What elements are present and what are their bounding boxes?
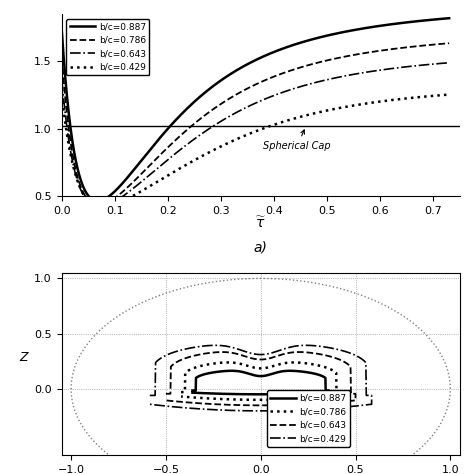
Legend: b/c=0.887, b/c=0.786, b/c=0.643, b/c=0.429: b/c=0.887, b/c=0.786, b/c=0.643, b/c=0.4… — [66, 19, 149, 75]
Text: Spherical Cap: Spherical Cap — [264, 130, 331, 151]
X-axis label: $\widetilde{\tau}$: $\widetilde{\tau}$ — [255, 216, 266, 231]
Text: a): a) — [254, 240, 268, 254]
Y-axis label: Z: Z — [19, 351, 27, 364]
Legend: b/c=0.887, b/c=0.786, b/c=0.643, b/c=0.429: b/c=0.887, b/c=0.786, b/c=0.643, b/c=0.4… — [267, 390, 350, 447]
